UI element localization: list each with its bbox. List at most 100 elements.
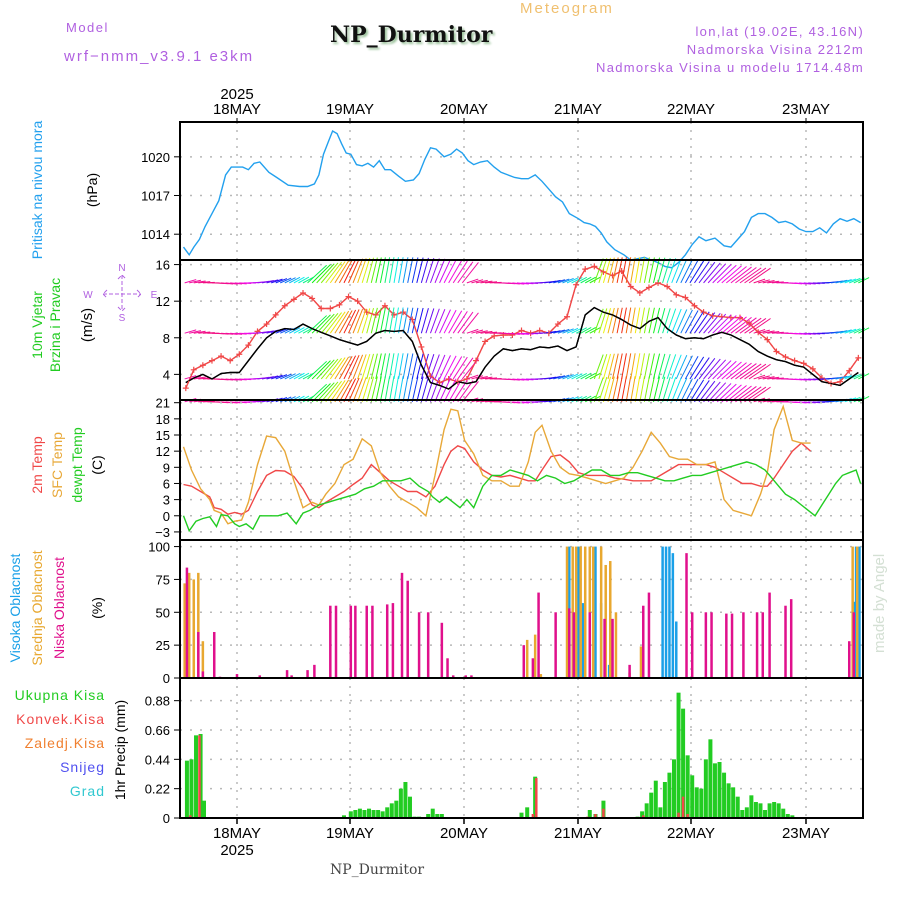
wind-arrow [425,376,435,402]
wind-arrow [653,257,661,283]
wind-arrow [716,315,737,334]
gust-marker [336,301,343,308]
wind-arrow [448,310,463,334]
bar-ukupna-kisa [781,808,786,818]
compass-e: E [151,290,158,301]
bar-niska-oblacnost [440,622,444,678]
wind-arrow [388,376,395,402]
bar-konvek-kisa [677,812,680,818]
bar-ukupna-kisa [758,803,763,818]
bar-niska-oblacnost [611,618,614,678]
wind-arrow [434,258,446,284]
wind-arrow [612,353,619,380]
wind-arrow [639,307,646,334]
wind-arrow [384,376,391,402]
y-tick-label: 4 [163,367,170,382]
bar-ukupna-kisa [722,772,727,818]
wind-arrow [844,328,857,334]
bar-ukupna-kisa [644,803,649,818]
wind-arrow [721,361,742,380]
bar-ukupna-kisa [653,780,658,818]
bar-niska-oblacnost [258,675,262,678]
precip-legend-item: Grad [70,783,105,799]
wind-arrow [625,257,632,283]
bar-ukupna-kisa [426,814,431,818]
wind-arrow [553,375,566,380]
wind-arrow [748,363,771,380]
panel-pressure: 1014 1017 1020 [141,121,864,269]
gust-marker [764,336,771,343]
wind-arrow [662,353,671,380]
wind-arrow [480,376,493,380]
bar-niska-oblacnost [417,612,421,678]
wind-arrow [388,307,395,334]
panel-precipitation: 0 0.22 0.44 0.66 0.88 [145,677,864,826]
wind-arrow [480,280,493,284]
wind-arrow [448,356,463,380]
wind-arrow [767,376,780,380]
wind-arrow [307,315,327,334]
wind-arrow [443,259,457,284]
bar-konvek-kisa [594,814,597,818]
wind-arrow [471,375,484,380]
wind-arrow [598,376,608,402]
bar-niska-oblacnost [685,553,688,678]
wind-arrow [557,328,570,334]
wind-arrow [375,257,382,283]
gust-marker [245,342,252,349]
wind-arrow [457,311,474,334]
wind-arrow [675,377,688,403]
wind-arrow [471,279,484,284]
wind-arrow [402,307,409,334]
ylabel-cloud-high: Visoka Oblacnost [7,554,23,663]
wind-arrow [198,377,211,380]
wind-arrow [366,307,375,334]
wind-arrow [384,307,391,334]
wind-arrow [666,354,677,380]
wind-arrow [348,354,360,380]
panel-cloud_cover: 0 25 50 75 100 [148,539,864,686]
wind-arrow [425,308,435,334]
wind-arrow [675,354,688,380]
wind-arrow [429,354,440,380]
wind-arrow [193,330,206,334]
wind-arrow [835,375,848,380]
bar-niska-oblacnost [554,612,557,678]
wind-arrow [684,259,699,284]
wind-arrow [758,375,770,380]
wind-arrow [680,259,693,284]
wind-arrow [625,353,632,380]
x-tick-label-bottom: 19MAY [326,825,374,842]
wind-arrow [643,257,650,283]
bar-visoka-oblacnost [858,546,861,678]
bar-niska-oblacnost [285,670,289,678]
y-tick-label: 0.22 [145,782,170,797]
wind-arrow [334,379,350,403]
wind-arrow [370,376,378,402]
wind-arrow [302,372,314,380]
y-tick-label: 100 [148,540,170,555]
wind-arrow [329,357,346,380]
wind-arrow [571,373,583,380]
wind-arrow [671,258,682,284]
wind-arrow [370,257,378,283]
year-label-top: 2025 [220,86,253,103]
wind-arrow [266,279,279,284]
wind-arrow [452,311,468,334]
bar-ukupna-kisa [731,787,736,818]
bar-niska-oblacnost [446,658,449,678]
wind-arrow [840,329,852,334]
wind-arrow [726,266,747,284]
wind-arrow [671,377,682,403]
wind-arrow [357,354,367,380]
bar-srednja-oblacnost [192,579,196,678]
bar-konvek-kisa [198,735,201,818]
wind-arrow [379,376,386,402]
gust-marker [182,385,189,392]
wind-arrow [443,378,457,403]
wind-arrow [712,383,732,403]
wind-arrow [566,327,579,334]
wind-arrow [402,257,409,283]
bar-ukupna-kisa [767,803,772,818]
bar-ukupna-kisa [671,759,676,818]
